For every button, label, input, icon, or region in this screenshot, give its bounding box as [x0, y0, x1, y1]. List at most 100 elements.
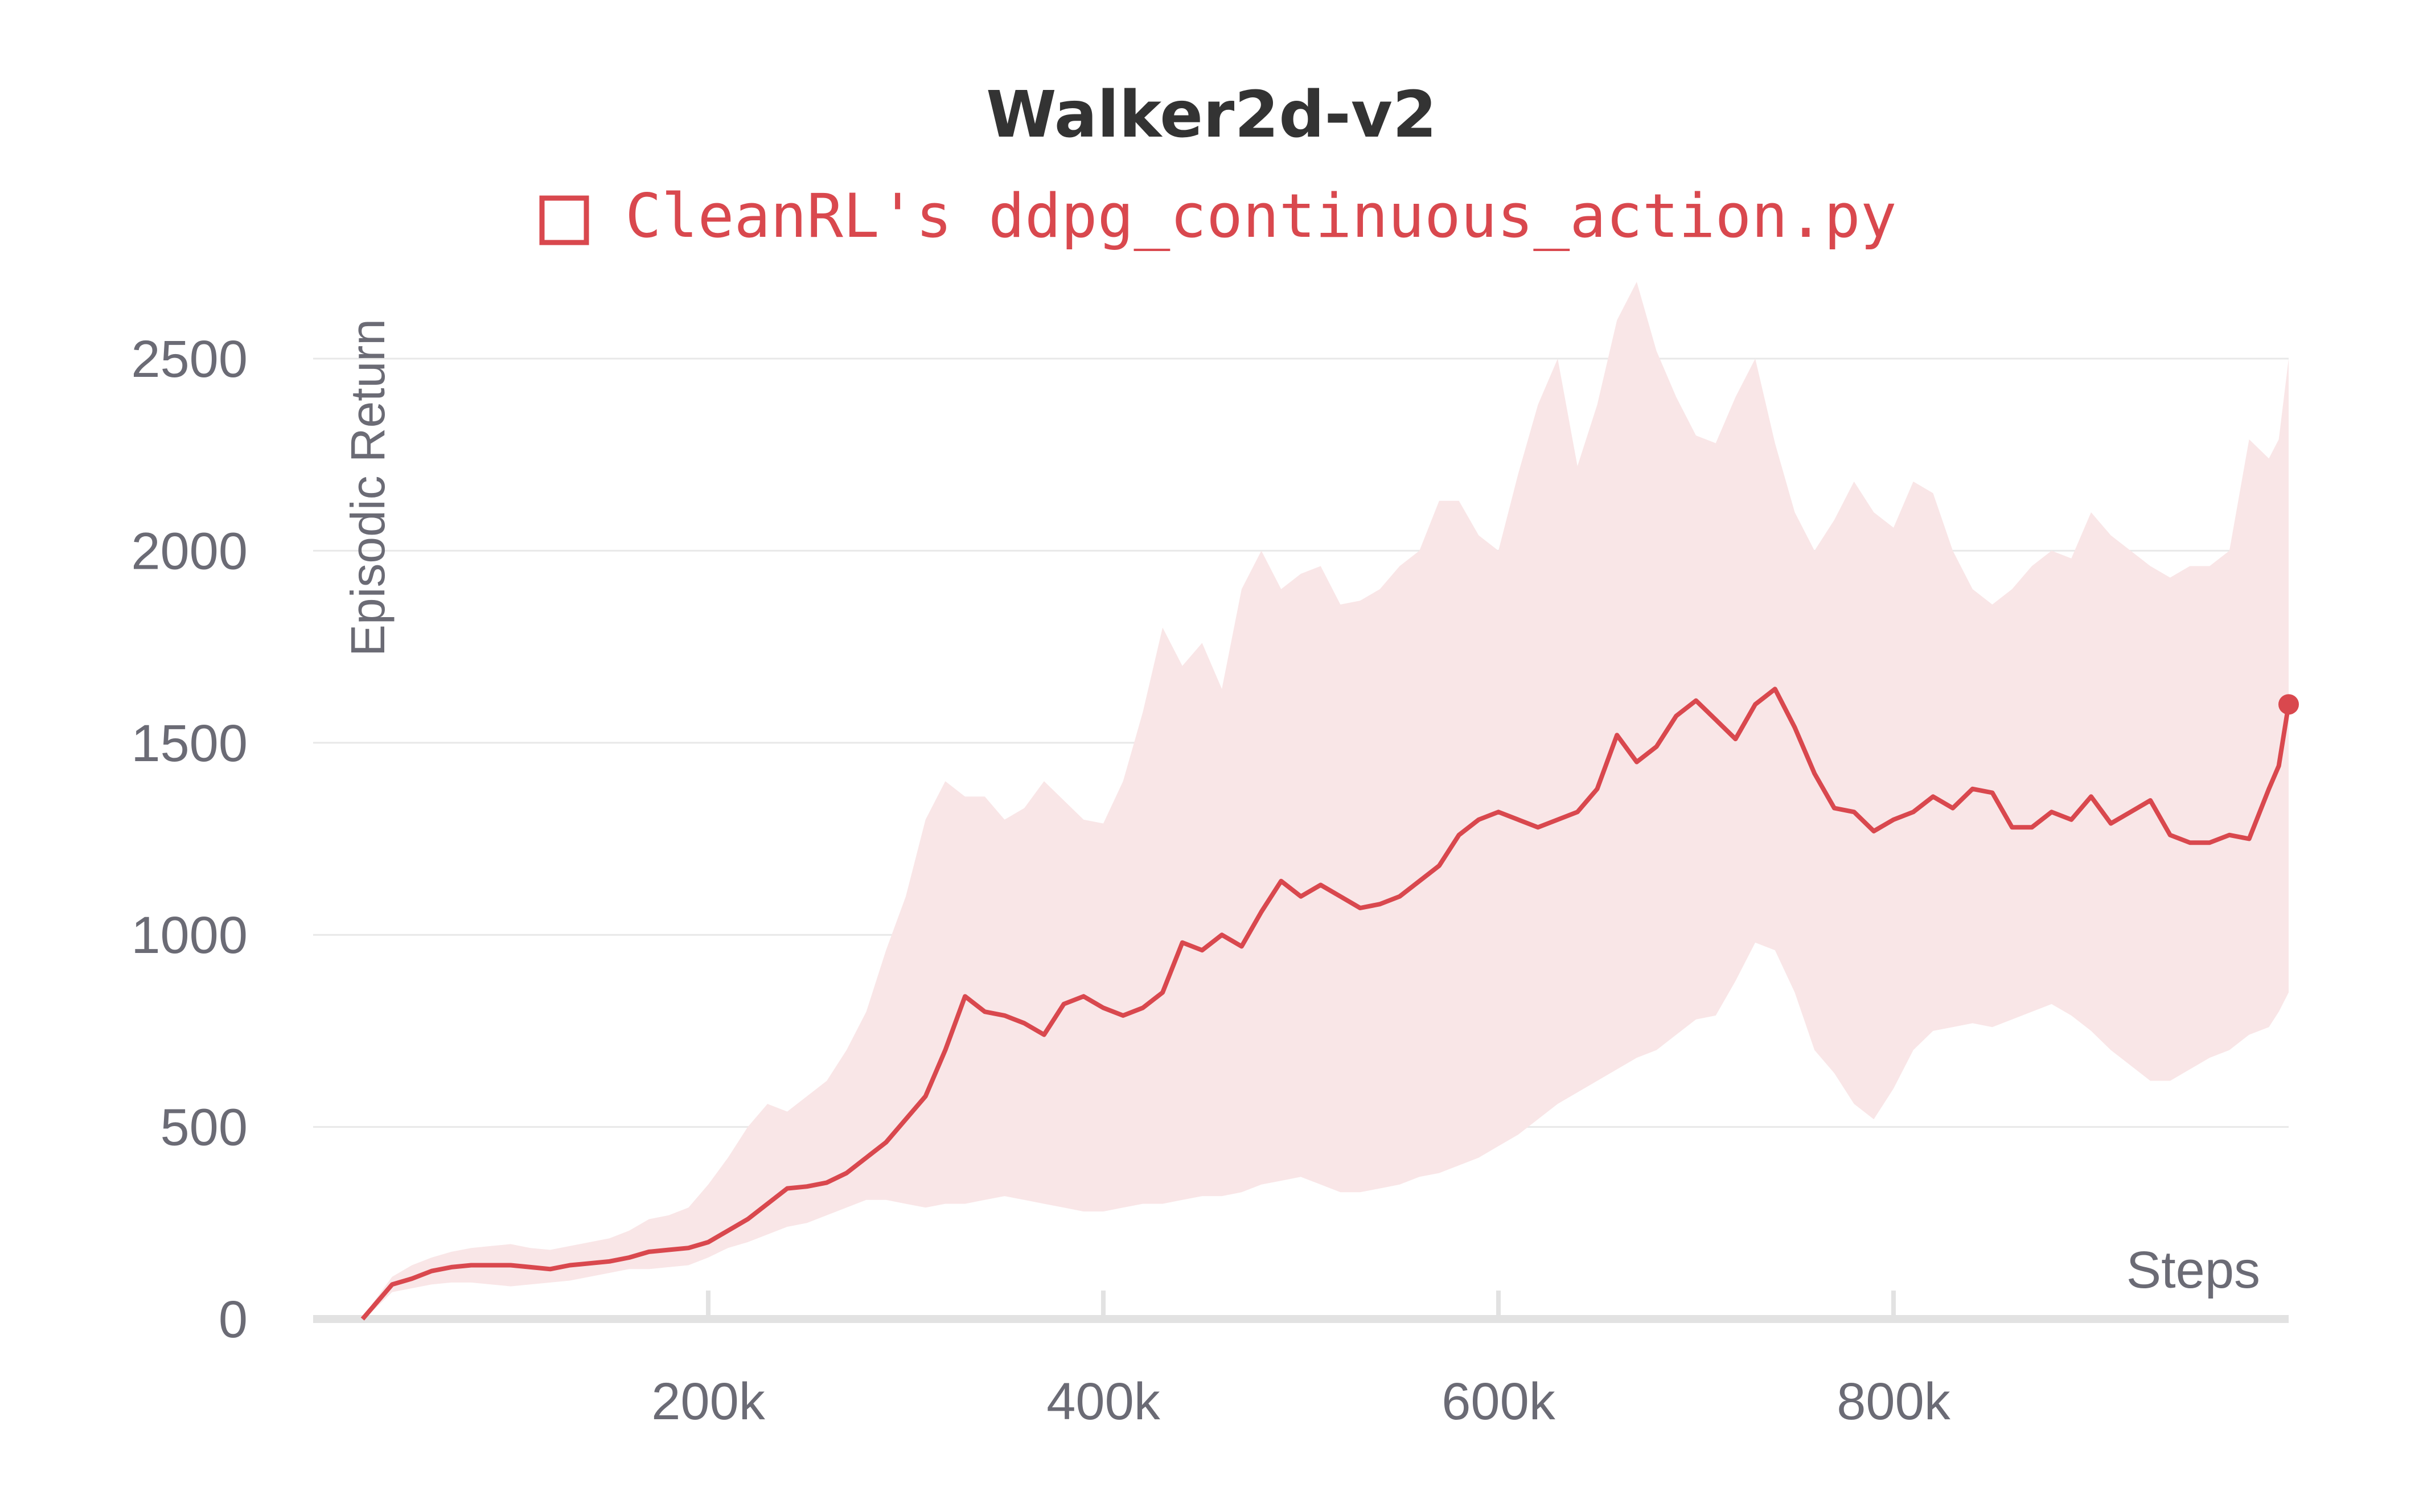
- data-point: [884, 1140, 888, 1145]
- data-point: [607, 1259, 612, 1264]
- data-point: [785, 1186, 790, 1191]
- data-point: [1259, 910, 1264, 914]
- data-point: [765, 1202, 770, 1206]
- y-ticks: 0 500 1000 1500 2000 2500: [131, 330, 248, 1349]
- data-point: [1516, 817, 1521, 822]
- data-point: [1358, 906, 1362, 910]
- data-point: [726, 1228, 730, 1233]
- data-point: [1299, 894, 1303, 899]
- data-point: [1457, 833, 1461, 837]
- y-axis-label: Episodic Return: [341, 319, 395, 656]
- data-point: [1970, 787, 1975, 791]
- data-point: [2247, 837, 2252, 841]
- data-point: [1496, 810, 1501, 814]
- y-tick-label: 2500: [131, 330, 248, 388]
- data-point: [1101, 1005, 1106, 1010]
- data-point: [1319, 883, 1323, 888]
- data-point: [904, 1117, 908, 1121]
- data-point: [1911, 810, 1916, 814]
- data-point: [390, 1282, 395, 1287]
- data-point: [1378, 902, 1382, 906]
- data-point: [706, 1240, 711, 1244]
- data-point: [1950, 806, 1955, 811]
- data-point: [2277, 763, 2281, 768]
- data-point: [2050, 810, 2054, 814]
- data-point: [1891, 817, 1896, 822]
- data-point: [805, 1184, 810, 1189]
- y-tick-label: 0: [219, 1291, 248, 1349]
- data-point: [1733, 737, 1738, 741]
- data-point: [410, 1276, 414, 1281]
- y-tick-label: 500: [161, 1099, 248, 1157]
- y-tick-label: 2000: [131, 522, 248, 580]
- data-point: [449, 1265, 454, 1269]
- data-point: [2168, 833, 2173, 837]
- data-point: [1062, 1002, 1066, 1006]
- data-point: [745, 1217, 750, 1222]
- data-point: [1832, 806, 1837, 811]
- data-point: [588, 1261, 592, 1266]
- x-axis-label: Steps: [2126, 1241, 2260, 1299]
- x-ticks: 200k 400k 600k 800k: [651, 1291, 1950, 1431]
- data-point: [1160, 990, 1165, 995]
- data-point: [1022, 1021, 1026, 1025]
- data-point: [963, 994, 967, 999]
- data-point: [686, 1246, 691, 1250]
- data-point: [1635, 760, 1639, 765]
- data-point: [1871, 829, 1876, 833]
- data-point: [923, 1094, 928, 1099]
- data-point: [2109, 821, 2113, 826]
- data-point: [1219, 932, 1224, 937]
- data-point: [647, 1250, 651, 1254]
- data-point: [2010, 825, 2014, 829]
- data-point: [1239, 944, 1244, 948]
- data-point: [1003, 1013, 1007, 1018]
- data-point: [943, 1048, 947, 1053]
- data-point: [2266, 787, 2271, 791]
- data-point: [2128, 810, 2133, 814]
- last-point-marker[interactable]: [2278, 694, 2299, 714]
- data-point: [508, 1263, 513, 1268]
- data-point: [1042, 1033, 1046, 1037]
- legend-label: CleanRL's ddpg_continuous_action.py: [625, 181, 1897, 251]
- chart-title: Walker2d-v2: [986, 78, 1437, 152]
- data-point: [370, 1305, 375, 1310]
- data-point: [1931, 794, 1935, 799]
- data-point: [1615, 733, 1619, 737]
- data-point: [1714, 717, 1718, 722]
- data-point: [429, 1269, 434, 1273]
- data-point: [824, 1180, 829, 1185]
- data-point: [2089, 794, 2093, 799]
- data-point: [2227, 833, 2232, 837]
- data-point: [1990, 791, 1995, 795]
- data-point: [2030, 825, 2034, 829]
- data-point: [1200, 948, 1205, 952]
- data-point: [469, 1263, 474, 1268]
- data-point: [1753, 702, 1757, 706]
- data-point: [2148, 798, 2153, 803]
- data-point: [1121, 1013, 1126, 1018]
- data-point: [1398, 894, 1402, 899]
- y-tick-label: 1500: [131, 714, 248, 773]
- data-point: [1535, 825, 1540, 829]
- data-point: [864, 1156, 869, 1160]
- y-tick-label: 1000: [131, 906, 248, 964]
- data-point: [1575, 810, 1580, 814]
- legend[interactable]: CleanRL's ddpg_continuous_action.py: [542, 181, 1897, 251]
- data-point: [1773, 687, 1777, 691]
- x-tick-label: 400k: [1046, 1373, 1160, 1431]
- data-point: [2069, 817, 2073, 822]
- data-point: [667, 1248, 671, 1252]
- data-point: [1417, 879, 1422, 884]
- data-point: [1555, 817, 1560, 822]
- data-point: [983, 1009, 987, 1014]
- x-tick-label: 800k: [1837, 1373, 1950, 1431]
- data-point: [1812, 771, 1817, 776]
- data-point: [1081, 994, 1086, 999]
- data-point: [1338, 894, 1342, 899]
- data-point: [2188, 840, 2192, 845]
- data-point: [1654, 745, 1659, 749]
- data-point: [1140, 1005, 1145, 1010]
- data-point: [2207, 840, 2212, 845]
